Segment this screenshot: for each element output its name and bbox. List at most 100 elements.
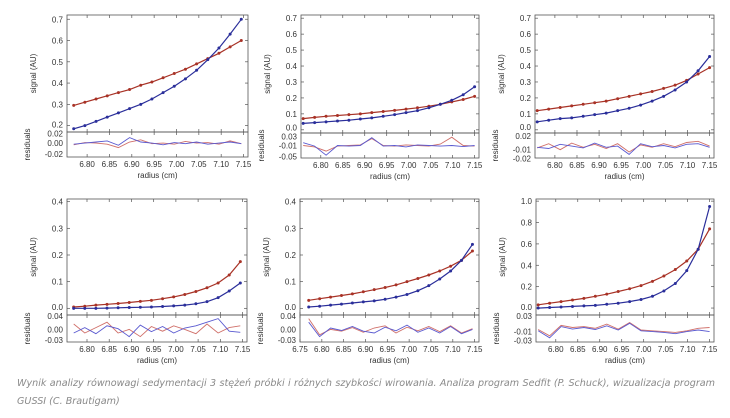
x-tick-label: 6.90 bbox=[357, 161, 373, 170]
data-point-blue bbox=[570, 304, 574, 308]
data-point-red bbox=[313, 115, 317, 119]
data-point-blue bbox=[370, 116, 374, 120]
y-axis-label: signal (AU) bbox=[498, 237, 507, 277]
data-point-blue bbox=[372, 299, 376, 303]
residuals-plot-frame bbox=[534, 132, 715, 159]
x-tick-label: 6.80 bbox=[313, 161, 329, 170]
data-point-blue bbox=[347, 118, 351, 122]
data-point-blue bbox=[94, 306, 98, 310]
chart-panel-3: 6.80 6.85 6.90 6.95 7.00 7.05 7.10 7.15 radius (… bbox=[491, 14, 718, 181]
x-tick-label: 6.90 bbox=[592, 345, 608, 354]
data-point-red bbox=[616, 97, 620, 101]
y-axis-label: signal (AU) bbox=[29, 237, 38, 277]
data-point-red bbox=[161, 297, 165, 301]
data-point-blue bbox=[105, 306, 109, 310]
data-point-blue bbox=[559, 305, 563, 309]
x-tick-label: 7.10 bbox=[213, 160, 229, 169]
data-point-red bbox=[94, 97, 98, 101]
data-point-red bbox=[427, 273, 431, 277]
data-point-blue bbox=[650, 294, 654, 298]
y-tick-label: 0.3 bbox=[285, 224, 297, 233]
residual-tick-label: -0.05 bbox=[279, 153, 298, 162]
residuals-axis-label: residuals bbox=[491, 129, 500, 161]
y-tick-label: 0.0 bbox=[285, 303, 297, 312]
x-tick-label: 6.90 bbox=[124, 160, 140, 169]
data-point-red bbox=[404, 107, 408, 111]
data-point-blue bbox=[405, 292, 409, 296]
fit-line-blue bbox=[73, 282, 241, 309]
data-point-blue bbox=[581, 114, 585, 118]
data-point-blue bbox=[438, 102, 442, 106]
data-point-red bbox=[83, 100, 87, 104]
x-tick-label: 6.85 bbox=[570, 345, 586, 354]
data-point-blue bbox=[94, 119, 98, 123]
data-point-red bbox=[238, 260, 242, 264]
x-tick-label: 7.05 bbox=[190, 345, 206, 354]
data-point-blue bbox=[335, 119, 339, 123]
data-point-blue bbox=[161, 91, 165, 95]
y-tick-label: 0.4 bbox=[52, 79, 64, 88]
data-point-blue bbox=[238, 281, 242, 285]
residuals-axis-label: residuals bbox=[492, 312, 501, 344]
data-point-blue bbox=[301, 121, 305, 125]
data-point-blue bbox=[228, 32, 232, 36]
fit-line-red bbox=[308, 250, 473, 301]
y-tick-label: 0.3 bbox=[52, 224, 64, 233]
y-tick-label: 0.8 bbox=[521, 219, 533, 228]
data-point-blue bbox=[696, 69, 700, 73]
data-point-blue bbox=[324, 120, 328, 124]
data-point-blue bbox=[415, 109, 419, 113]
data-point-red bbox=[324, 114, 328, 118]
data-point-blue bbox=[313, 121, 317, 125]
x-tick-label: 6.75 bbox=[292, 345, 308, 354]
data-point-red bbox=[547, 107, 551, 111]
y-tick-label: 0.7 bbox=[286, 14, 298, 23]
data-point-blue bbox=[183, 303, 187, 307]
y-tick-label: 0.0 bbox=[286, 124, 298, 133]
data-point-red bbox=[593, 101, 597, 105]
data-point-red bbox=[149, 298, 153, 302]
data-point-red bbox=[307, 298, 311, 302]
data-point-red bbox=[628, 287, 632, 291]
fit-line-blue bbox=[538, 206, 711, 309]
y-tick-label: 0.7 bbox=[52, 15, 64, 24]
x-tick-label: 7.15 bbox=[236, 160, 252, 169]
data-point-red bbox=[536, 303, 540, 307]
data-point-blue bbox=[662, 94, 666, 98]
data-point-blue bbox=[361, 300, 365, 304]
residual-tick-label: 0.03 bbox=[281, 133, 297, 142]
signal-plot-frame bbox=[534, 14, 715, 134]
y-tick-label: 0.0 bbox=[520, 123, 532, 132]
data-point-red bbox=[301, 117, 305, 121]
data-point-blue bbox=[150, 97, 154, 101]
data-point-blue bbox=[582, 304, 586, 308]
data-point-blue bbox=[404, 111, 408, 115]
data-point-blue bbox=[427, 284, 431, 288]
fit-line-red bbox=[538, 228, 711, 306]
data-point-blue bbox=[116, 111, 120, 115]
data-point-red bbox=[194, 290, 198, 294]
x-axis-label: radius (cm) bbox=[604, 172, 644, 181]
x-tick-label: 6.95 bbox=[380, 345, 396, 354]
fit-line-red bbox=[303, 95, 475, 120]
data-point-red bbox=[161, 76, 165, 80]
residual-tick-label: -0.03 bbox=[278, 336, 297, 345]
data-point-red bbox=[548, 301, 552, 305]
x-tick-label: 6.85 bbox=[102, 160, 118, 169]
data-point-blue bbox=[393, 113, 397, 117]
x-tick-label: 6.85 bbox=[101, 345, 117, 354]
data-point-red bbox=[708, 227, 712, 231]
y-tick-label: 0.5 bbox=[286, 46, 298, 55]
figure-caption: Wynik analizy równowagi sedymentacji 3 s… bbox=[17, 378, 715, 407]
data-point-red bbox=[639, 92, 643, 96]
data-point-red bbox=[570, 104, 574, 108]
data-point-red bbox=[329, 295, 333, 299]
data-point-red bbox=[94, 303, 98, 307]
data-point-blue bbox=[639, 297, 643, 301]
data-point-blue bbox=[639, 103, 643, 107]
residual-line-blue bbox=[537, 142, 710, 155]
x-tick-label: 7.05 bbox=[423, 161, 439, 170]
signal-plot-frame bbox=[535, 198, 715, 316]
chart-panel-5: 6.75 6.80 6.85 6.90 6.95 7.00 7.05 7.10 7.15 radi… bbox=[256, 198, 483, 365]
